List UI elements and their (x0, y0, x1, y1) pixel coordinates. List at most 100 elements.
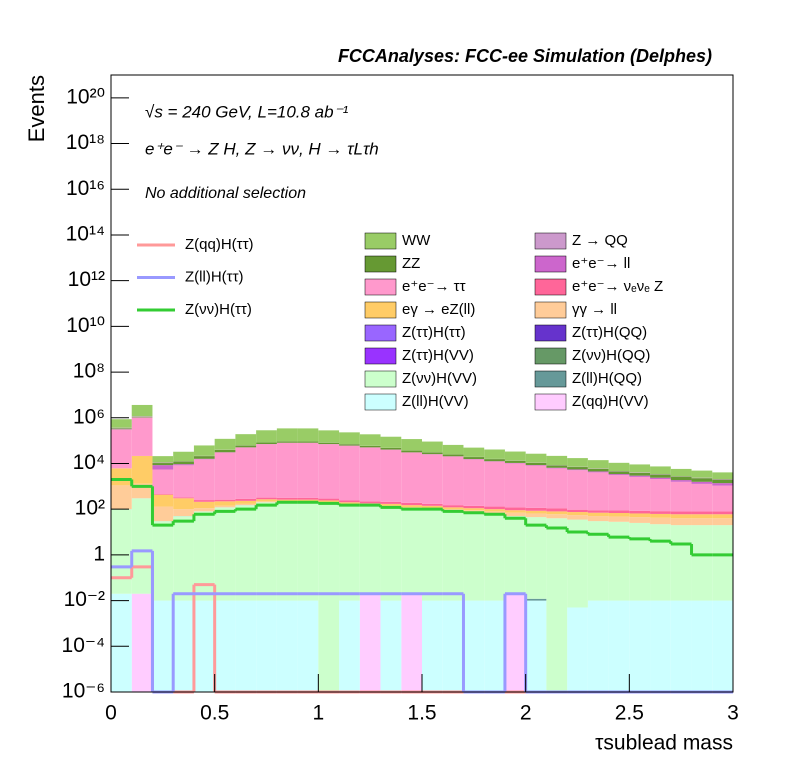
histogram-bar (546, 455, 568, 466)
histogram-bar (193, 501, 215, 509)
histogram-bar (546, 468, 568, 509)
histogram-bar (131, 593, 153, 692)
histogram-bar (484, 506, 505, 510)
legend-label: Z(qq)H(VV) (572, 393, 649, 410)
histogram-bar (152, 521, 174, 601)
histogram-bar (193, 500, 215, 502)
legend-swatch (364, 347, 397, 365)
legend-swatch (364, 324, 397, 342)
histogram-bar (463, 459, 485, 506)
histogram-bar (712, 514, 733, 519)
histogram-bar (111, 429, 132, 469)
histogram-bar (567, 509, 588, 513)
histogram-bar (504, 463, 526, 508)
x-axis-label: τsublead mass (595, 732, 733, 755)
histogram-bar (152, 456, 174, 463)
histogram-bar (567, 469, 588, 471)
histogram-bar (318, 503, 340, 692)
histogram-bar (525, 465, 547, 508)
histogram-bar (276, 441, 298, 443)
histogram-bar (608, 513, 630, 517)
histogram-bar (504, 507, 526, 511)
histogram-bar (318, 444, 340, 499)
histogram-bar (214, 507, 236, 601)
histogram-bar (650, 479, 671, 512)
legend-label: e⁺e⁻→ ll (572, 255, 630, 272)
histogram-bar (256, 502, 277, 601)
legend-swatch (364, 301, 397, 319)
histogram-bar (276, 428, 298, 442)
histogram-bar (173, 461, 194, 465)
histogram-bar (380, 600, 402, 692)
histogram-bar (567, 512, 588, 516)
histogram-bar (401, 452, 422, 503)
histogram-bar (235, 434, 257, 446)
legend-label: Z(νν)H(QQ) (572, 347, 650, 364)
y-tick-label: 10² (75, 497, 105, 520)
histogram-bar (297, 600, 319, 692)
histogram-bar (712, 485, 733, 512)
histogram-bar (276, 502, 298, 601)
histogram-bar (380, 503, 402, 506)
histogram-bar (463, 447, 485, 457)
histogram-bar (712, 600, 733, 692)
histogram-bar (339, 500, 360, 503)
legend-swatch (534, 301, 567, 319)
histogram-bar (193, 456, 215, 459)
histogram-bar (670, 600, 692, 692)
legend-label: e⁺e⁻→ ττ (402, 278, 466, 295)
histogram-bar (567, 515, 588, 520)
histogram-bar (567, 470, 588, 510)
y-tick-label: 10⁻² (64, 588, 105, 611)
histogram-bar (111, 428, 132, 430)
histogram-bar (339, 445, 360, 501)
legend-swatch (364, 255, 397, 273)
histogram-bar (525, 507, 547, 511)
histogram-bar (629, 510, 651, 514)
x-tick-label: 2.5 (615, 702, 644, 725)
legend-label: Z(ll)H(ττ) (185, 268, 244, 285)
histogram-bar (256, 600, 277, 692)
histogram-bar (567, 607, 588, 692)
histogram-bar (152, 469, 174, 495)
histogram-bar (525, 453, 547, 463)
histogram-bar (193, 459, 215, 501)
histogram-bar (587, 516, 609, 522)
histogram-bar (152, 506, 174, 522)
legend-swatch (534, 278, 567, 296)
histogram-bar (152, 465, 174, 470)
histogram-bar (608, 471, 630, 475)
histogram-bar (587, 600, 609, 692)
histogram-bar (670, 525, 692, 601)
histogram-bar (401, 502, 422, 506)
histogram-bar (256, 444, 277, 498)
annotation: e⁺e⁻ → Z H, Z → νν, H → τLτh (145, 139, 379, 158)
histogram-bar (546, 514, 568, 519)
histogram-bar (359, 506, 381, 594)
histogram-bar (193, 600, 215, 692)
legend-label: ZZ (402, 255, 420, 272)
histogram-bar (111, 509, 132, 594)
x-tick-label: 1.5 (407, 702, 436, 725)
histogram-bar (214, 505, 236, 508)
histogram-bar (256, 497, 277, 500)
histogram-bar (339, 444, 360, 446)
histogram-bar (484, 509, 505, 512)
y-tick-label: 10⁻⁶ (62, 680, 105, 703)
histogram-bar (339, 505, 360, 601)
histogram-bar (567, 458, 588, 467)
histogram-bar (297, 499, 319, 502)
histogram-bar (442, 456, 464, 506)
legend-label: γγ → ll (572, 301, 617, 318)
histogram-bar (380, 449, 402, 502)
histogram-bar (712, 483, 733, 486)
histogram-bar (297, 502, 319, 601)
y-tick-label: 10⁸ (73, 360, 105, 383)
histogram-bar (608, 462, 630, 471)
y-tick-label: 10¹² (68, 268, 105, 291)
histogram-bar (629, 475, 651, 477)
histogram-bar (546, 511, 568, 515)
histogram-bar (442, 505, 464, 508)
histogram-bar (380, 436, 402, 448)
histogram-bar (608, 475, 630, 511)
